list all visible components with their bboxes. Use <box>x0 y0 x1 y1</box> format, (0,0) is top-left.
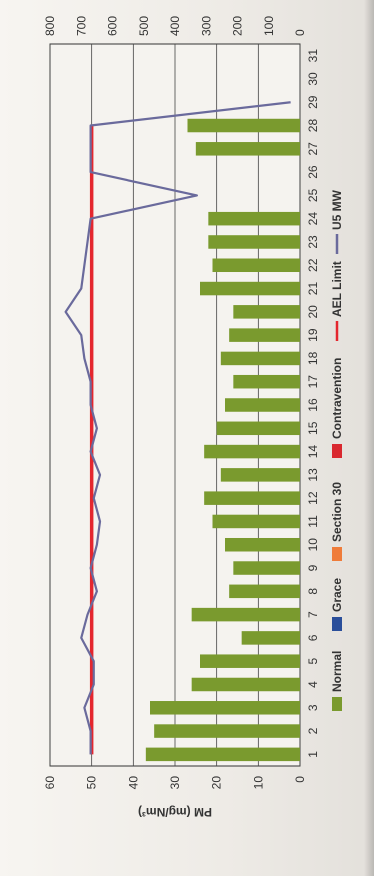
y2-tick-label: 500 <box>137 16 151 36</box>
legend-grace-label: Grace <box>330 578 344 612</box>
x-tick-label: 20 <box>306 305 320 319</box>
bar-normal <box>154 724 300 738</box>
page-edge-shadow <box>364 0 374 876</box>
x-tick-label: 3 <box>306 704 320 711</box>
bar-normal <box>150 701 300 715</box>
y2-tick-label: 300 <box>199 16 213 36</box>
x-tick-label: 31 <box>306 49 320 63</box>
x-tick-label: 8 <box>306 588 320 595</box>
x-tick-label: 29 <box>306 95 320 109</box>
bar-normal <box>233 305 300 319</box>
bar-normal <box>192 608 300 622</box>
legend: Normal Grace Section 30 Contravention AEL Li… <box>330 189 344 711</box>
y2-tick-label: 200 <box>231 16 245 36</box>
legend-section-30-swatch <box>332 547 342 561</box>
x-tick-label: 13 <box>306 468 320 482</box>
x-tick-label: 24 <box>306 212 320 226</box>
bar-normal <box>213 259 301 273</box>
x-tick-label: 27 <box>306 142 320 156</box>
bar-normal <box>221 468 300 482</box>
y2-tick-label: 0 <box>293 29 307 36</box>
bar-normal <box>208 235 300 249</box>
x-tick-label: 25 <box>306 188 320 202</box>
x-tick-label: 6 <box>306 634 320 641</box>
x-tick-label: 23 <box>306 235 320 249</box>
x-tick-label: 21 <box>306 282 320 296</box>
x-tick-label: 26 <box>306 165 320 179</box>
bar-normal <box>225 398 300 412</box>
bar-normal <box>204 445 300 459</box>
x-tick-label: 18 <box>306 351 320 365</box>
x-tick-label: 14 <box>306 445 320 459</box>
bar-normal <box>233 561 300 575</box>
legend-normal-swatch <box>332 697 342 711</box>
bar-normal <box>242 631 300 645</box>
y-tick-label: 10 <box>251 776 265 790</box>
bar-normal <box>200 282 300 296</box>
legend-contravention-swatch <box>332 444 342 458</box>
y2-tick-label: 600 <box>106 16 120 36</box>
x-tick-label: 2 <box>306 727 320 734</box>
x-tick-label: 19 <box>306 328 320 342</box>
y2-tick-label: 700 <box>74 16 88 36</box>
legend-contravention-label: Contravention <box>330 358 344 439</box>
y2-tick-label: 100 <box>262 16 276 36</box>
legend-ael-limit-label: AEL Limit <box>330 261 344 317</box>
bar-normal <box>192 678 300 692</box>
bar-normal <box>204 491 300 505</box>
y-tick-label: 20 <box>210 776 224 790</box>
x-tick-label: 5 <box>306 658 320 665</box>
bar-normal <box>233 375 300 389</box>
y-tick-label: 60 <box>43 776 57 790</box>
x-tick-label: 12 <box>306 491 320 505</box>
bar-normal <box>229 328 300 342</box>
bar-normal <box>217 422 300 436</box>
y-axis-title: PM (mg/Nm³) <box>138 805 212 819</box>
x-tick-label: 22 <box>306 258 320 272</box>
bar-normal <box>213 515 301 529</box>
bar-normal <box>200 654 300 668</box>
x-tick-label: 28 <box>306 119 320 133</box>
x-tick-label: 11 <box>306 515 320 528</box>
bar-normal <box>225 538 300 552</box>
y-tick-label: 30 <box>168 776 182 790</box>
legend-normal-label: Normal <box>330 651 344 692</box>
legend-u5-mw-label: U5 MW <box>330 189 344 230</box>
x-tick-label: 9 <box>306 564 320 571</box>
bar-normal <box>146 748 300 762</box>
x-tick-label: 7 <box>306 611 320 618</box>
x-tick-label: 16 <box>306 398 320 412</box>
bar-normal <box>229 585 300 599</box>
x-tick-label: 10 <box>306 538 320 552</box>
y2-tick-label: 800 <box>43 16 57 36</box>
y2-tick-label: 400 <box>168 16 182 36</box>
y-tick-label: 0 <box>293 776 307 783</box>
bar-normal <box>188 119 301 133</box>
x-tick-label: 30 <box>306 72 320 86</box>
y-tick-label: 50 <box>85 776 99 790</box>
bar-normal <box>208 212 300 226</box>
x-tick-label: 4 <box>306 681 320 688</box>
legend-grace-swatch <box>332 617 342 631</box>
bar-normal <box>221 352 300 366</box>
y-tick-label: 40 <box>126 776 140 790</box>
x-tick-label: 15 <box>306 421 320 435</box>
legend-section-30-label: Section 30 <box>330 482 344 542</box>
bar-normal <box>196 142 300 156</box>
x-tick-label: 1 <box>306 751 320 758</box>
x-tick-label: 17 <box>306 375 320 389</box>
